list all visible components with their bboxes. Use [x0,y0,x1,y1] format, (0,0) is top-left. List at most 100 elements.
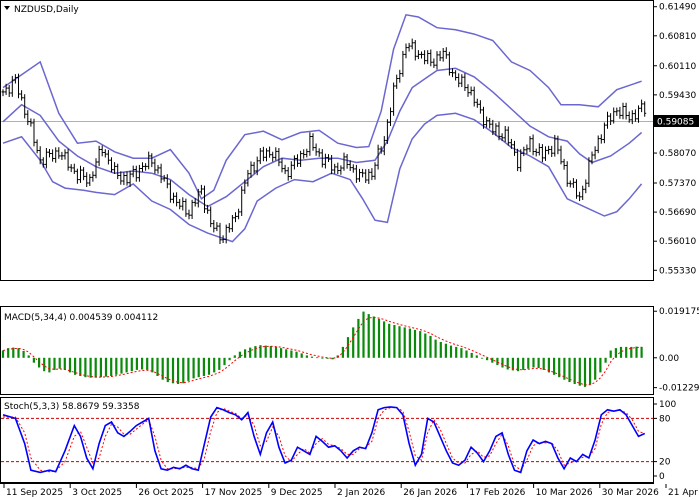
macd-bar [141,357,144,370]
time-tick-label: 17 Nov 2025 [205,488,263,498]
stoch-lines [2,406,646,474]
price-bar [57,147,61,159]
price-bar [547,145,551,155]
macd-bar [228,357,231,361]
price-bar [199,184,203,195]
macd-tick-label: 0.019175 [659,307,699,317]
price-bar [227,223,231,233]
macd-bar [341,346,344,358]
price-bar [106,150,110,165]
price-bar [621,102,625,120]
macd-bar [475,355,478,358]
time-tick-label: 2 Jan 2026 [337,488,385,498]
macd-bar [589,357,592,385]
price-bar [119,171,123,185]
price-bar [165,174,169,189]
symbol-header[interactable]: NZDUSD,Daily [4,5,79,15]
current-price-tag [654,115,699,127]
price-bar [190,199,194,219]
macd-bar [346,337,350,358]
price-bar [159,163,163,184]
macd-bar [563,357,566,380]
price-bar [221,235,225,243]
macd-bar [331,357,334,360]
macd-bar [238,351,241,358]
triangle-down-icon[interactable] [4,6,10,10]
price-tick-label: 0.58070 [659,149,696,159]
macd-bar [223,357,226,366]
price-bar [144,163,148,171]
price-bar [97,145,101,166]
macd-bar [578,357,581,386]
price-bar [398,69,402,83]
price-bar [339,165,343,175]
macd-bar [542,357,545,370]
macd-bar [480,357,484,359]
macd-bar [599,357,602,373]
price-bar [584,179,588,194]
macd-bar [393,325,396,358]
macd-bar [501,357,504,368]
price-bar [181,197,185,211]
price-bar [237,208,241,220]
price-bar [373,162,377,180]
price-bar [258,148,262,165]
macd-bar [89,357,92,378]
price-tick-label: 0.56690 [659,208,696,218]
price-bar [500,133,504,141]
macd-bar [300,353,303,358]
price-bar [516,148,520,172]
macd-bar [146,357,149,370]
macd-bar [22,351,25,358]
macd-bar [511,357,514,371]
time-tick-label: 11 Sep 2025 [6,488,63,498]
price-bar [522,146,526,157]
price-bar [404,43,408,59]
macd-bar [285,349,288,358]
macd-bar [207,357,211,375]
price-bar [141,162,144,172]
macd-bar [182,357,185,384]
macd-bar [274,346,278,358]
price-bar [640,99,644,113]
macd-bar [166,357,169,383]
price-bar [466,84,470,97]
price-bar [364,169,368,183]
price-bar [376,144,380,170]
price-bar [413,40,417,61]
price-tick-label: 0.61490 [659,3,696,13]
price-bar [370,168,374,181]
macd-bar [125,357,128,373]
time-axis: 11 Sep 2025 3 Oct 2025 26 Oct 2025 17 Nov 2… [3,484,699,498]
price-bar [156,165,160,174]
price-bar [637,105,640,123]
price-bar [100,145,104,157]
price-bar [172,192,175,204]
price-bar [565,161,569,187]
price-bar [553,134,557,157]
price-bar [426,50,430,65]
macd-legend: MACD(5,34,4) 0.004539 0.004112 [4,313,158,323]
macd-bar [197,357,200,378]
price-bar [103,149,107,158]
price-bar [17,73,20,99]
price-bar [268,146,272,158]
time-tick-label: 9 Dec 2025 [271,488,323,498]
price-bar [147,151,151,170]
price-bar [643,101,647,117]
price-bar [472,86,476,107]
price-tick-label: 0.55330 [659,266,696,276]
price-bar [79,165,82,183]
macd-bar [161,357,164,380]
macd-bar [413,329,417,358]
price-bar [252,161,256,174]
price-bar [168,180,172,203]
price-bar [593,146,597,160]
time-tick-label: 17 Feb 2026 [469,488,525,498]
macd-bar [619,346,623,358]
price-bar [69,164,73,173]
price-bar [314,143,318,156]
macd-bar [429,335,432,358]
price-bar [540,144,544,163]
